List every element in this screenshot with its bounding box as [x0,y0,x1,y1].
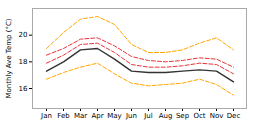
svg-text:Jun: Jun [125,112,137,120]
svg-text:Jan: Jan [40,112,52,120]
svg-text:Feb: Feb [57,112,70,120]
svg-text:Nov: Nov [210,112,224,120]
svg-text:Jul: Jul [143,112,153,120]
svg-text:Monthly Ave Temp (°C): Monthly Ave Temp (°C) [5,18,13,98]
svg-text:May: May [107,112,121,120]
svg-text:16: 16 [19,85,28,93]
svg-text:Dec: Dec [227,112,241,120]
svg-text:Apr: Apr [91,112,103,120]
svg-text:Sep: Sep [176,112,190,120]
svg-text:18: 18 [19,58,28,66]
svg-text:20: 20 [19,31,28,39]
svg-text:Mar: Mar [74,112,87,120]
svg-text:Oct: Oct [193,112,205,120]
svg-text:Aug: Aug [159,112,173,120]
